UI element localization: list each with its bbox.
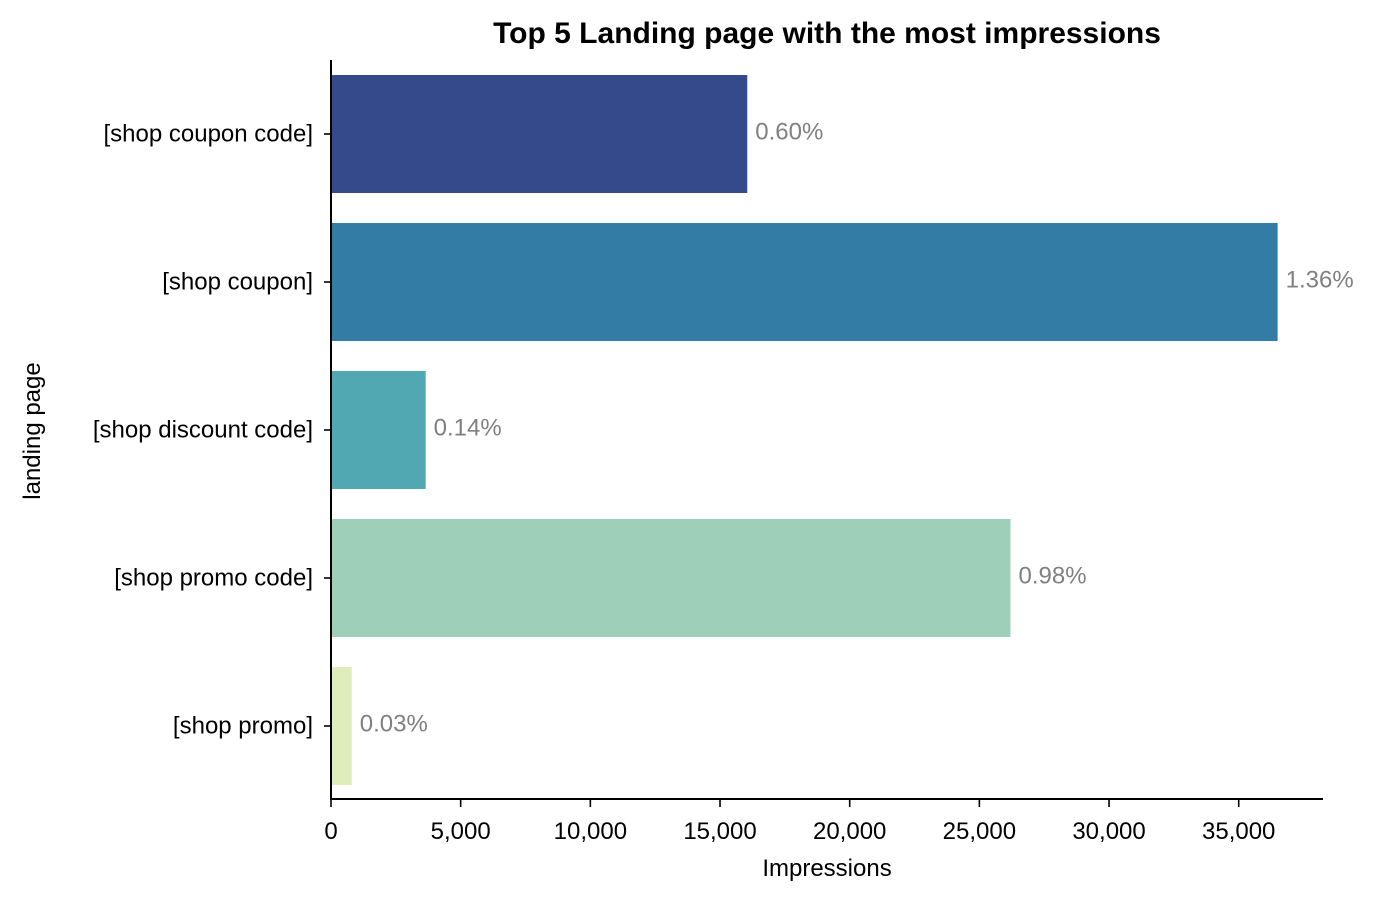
bar-1 xyxy=(331,223,1278,341)
x-tick-label-1: 5,000 xyxy=(431,818,491,845)
data-label-3: 0.98% xyxy=(1018,562,1086,589)
bars-layer xyxy=(331,75,1278,785)
bar-2 xyxy=(331,371,426,489)
y-tick-label-4: [shop promo] xyxy=(173,712,313,739)
x-axis-ticks: 0 5,000 10,000 15,000 20,000 25,000 30,000 35,0… xyxy=(324,799,1275,845)
chart-title: Top 5 Landing page with the most impress… xyxy=(493,17,1161,50)
x-tick-label-0: 0 xyxy=(324,818,337,845)
y-tick-label-3: [shop promo code] xyxy=(114,564,313,591)
data-labels-layer: 0.60% 1.36% 0.14% 0.98% 0.03% xyxy=(360,118,1354,737)
y-tick-label-0: [shop coupon code] xyxy=(104,120,314,147)
x-tick-label-2: 10,000 xyxy=(554,818,627,845)
bar-3 xyxy=(331,519,1011,637)
data-label-1: 1.36% xyxy=(1286,266,1354,293)
data-label-0: 0.60% xyxy=(755,118,823,145)
x-tick-label-4: 20,000 xyxy=(813,818,886,845)
y-axis-label: landing page xyxy=(19,362,46,499)
y-tick-label-2: [shop discount code] xyxy=(93,416,313,443)
x-axis-label: Impressions xyxy=(762,855,891,882)
bar-0 xyxy=(331,75,748,193)
x-tick-label-3: 15,000 xyxy=(683,818,756,845)
data-label-2: 0.14% xyxy=(434,414,502,441)
x-tick-label-6: 30,000 xyxy=(1072,818,1145,845)
y-axis-ticks: [shop coupon code] [shop coupon] [shop dis… xyxy=(93,120,331,739)
bar-4 xyxy=(331,667,352,785)
data-label-4: 0.03% xyxy=(360,710,428,737)
x-tick-label-7: 35,000 xyxy=(1202,818,1275,845)
y-tick-label-1: [shop coupon] xyxy=(162,268,313,295)
x-tick-label-5: 25,000 xyxy=(943,818,1016,845)
